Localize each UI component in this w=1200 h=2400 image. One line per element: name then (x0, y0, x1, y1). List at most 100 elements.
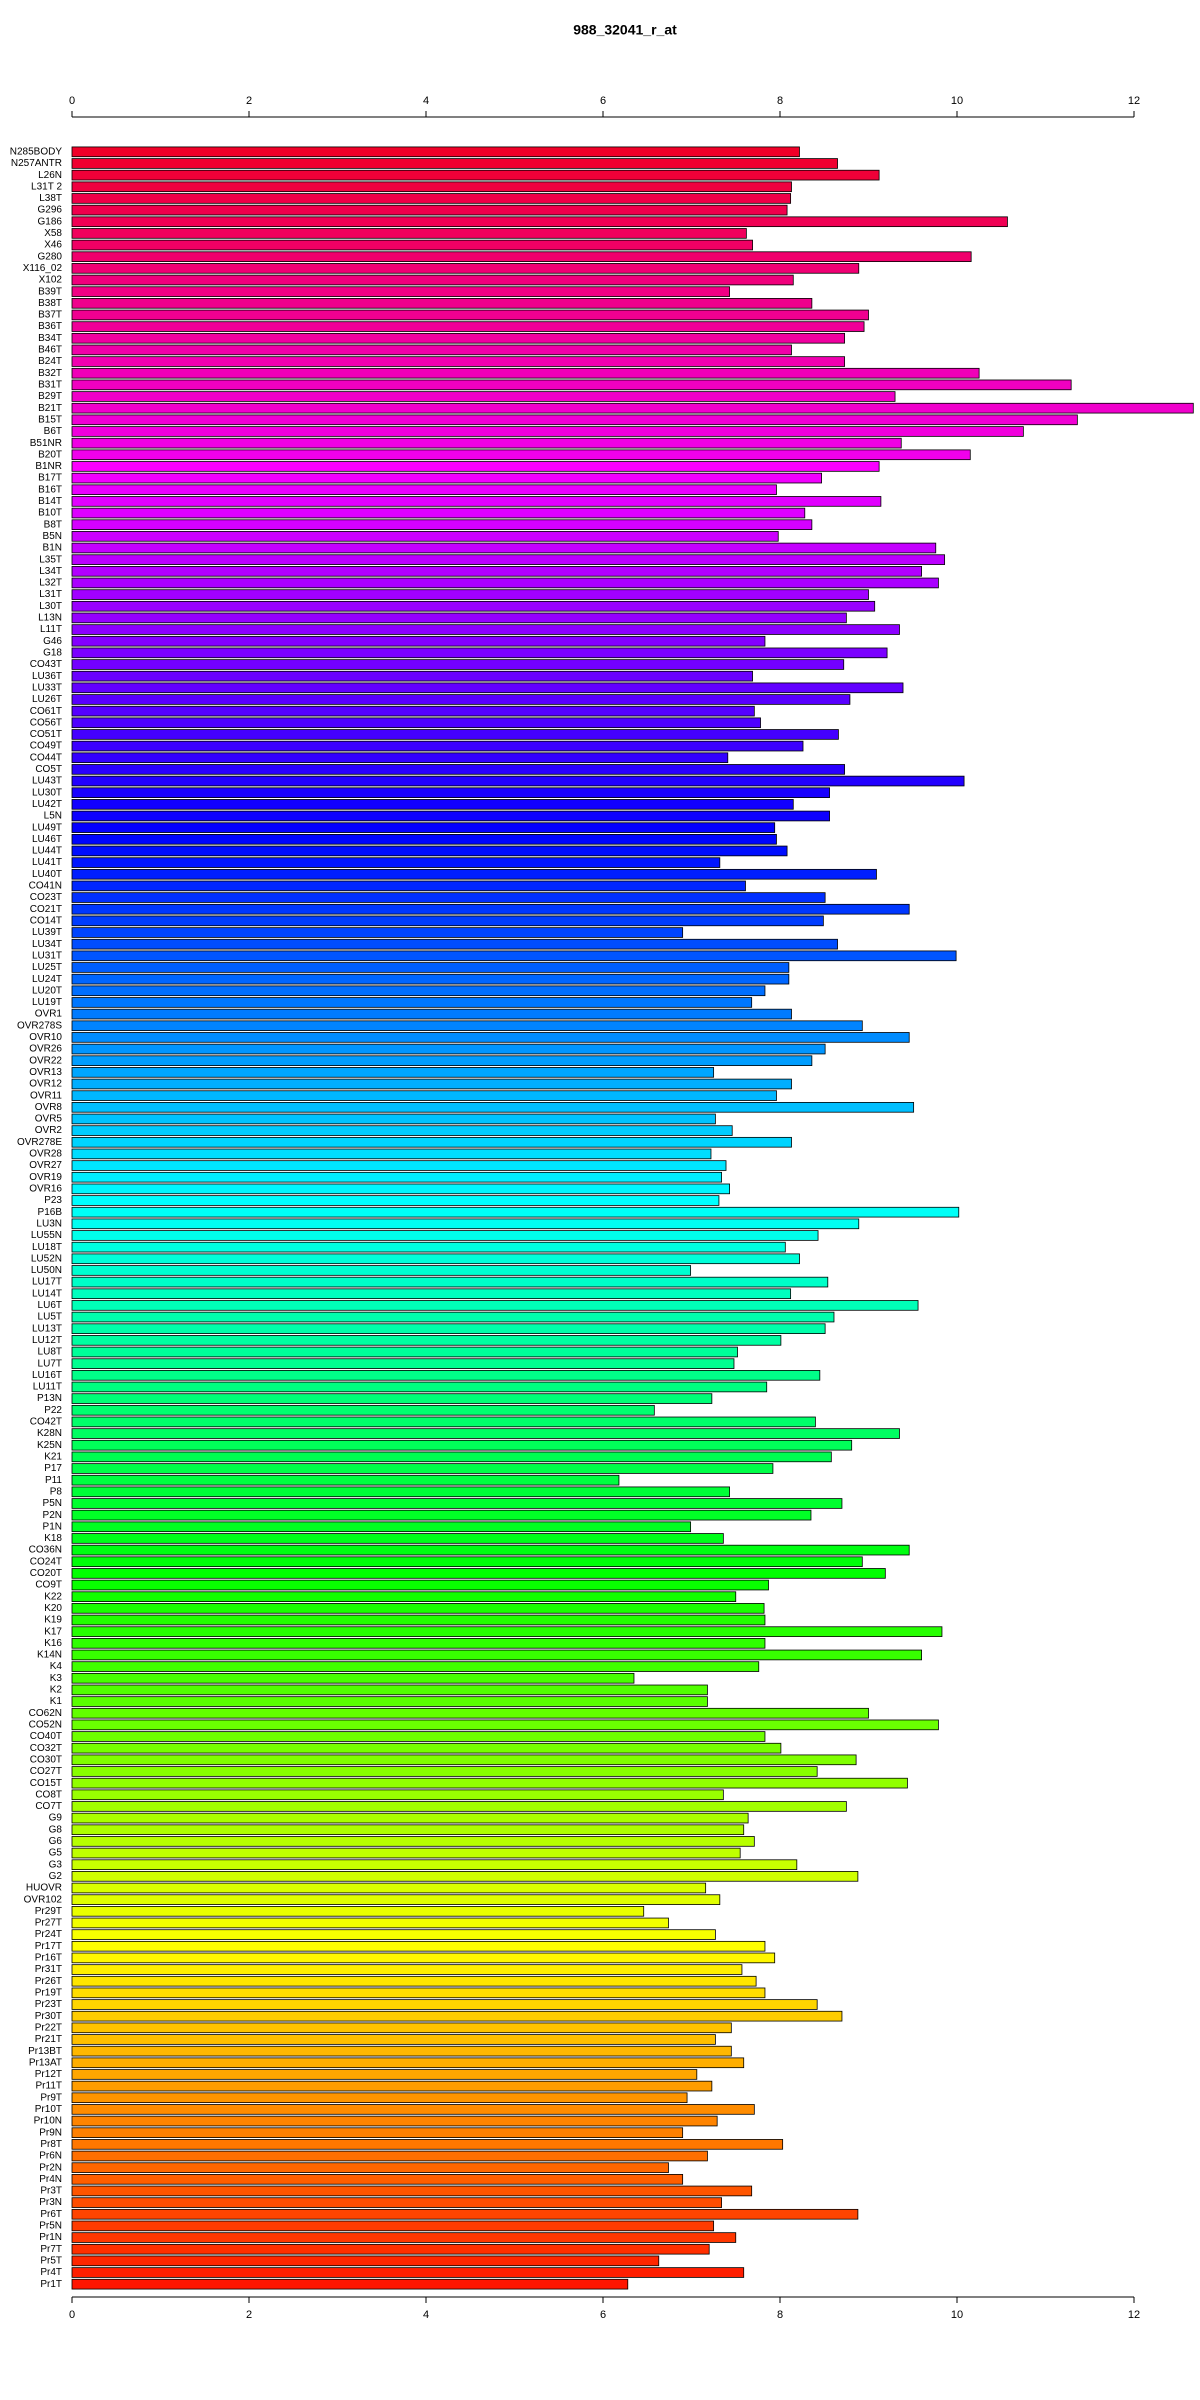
bar (71, 834, 777, 845)
y-tick-label: B32T (38, 368, 62, 379)
bar (71, 1789, 724, 1801)
y-tick-label: LU39T (32, 927, 62, 938)
bar (71, 426, 1024, 437)
bar (71, 2115, 718, 2127)
bar (71, 263, 860, 274)
bar (71, 1125, 733, 1136)
y-tick-label: G3 (49, 1859, 63, 1870)
bar (71, 2162, 669, 2173)
y-tick-label: B6T (44, 426, 62, 437)
bar (71, 1521, 692, 1533)
y-tick-label: B21T (38, 403, 62, 414)
x-tick-label-top: 8 (777, 95, 783, 107)
bar (71, 764, 846, 775)
bar (71, 810, 830, 822)
y-tick-label: Pr13AT (29, 2057, 62, 2068)
x-tick-label-top: 6 (600, 95, 606, 107)
y-tick-label: OVR28 (29, 1149, 62, 1160)
y-tick-label: B20T (38, 449, 62, 460)
y-tick-label: Pr7T (40, 2244, 62, 2255)
y-tick-label: B34T (38, 333, 62, 344)
y-tick-label: CO62N (29, 1708, 62, 1719)
y-tick-label: Pr1N (39, 2232, 62, 2243)
bar (71, 1020, 863, 1032)
bar (71, 1439, 853, 1451)
bar (71, 356, 846, 367)
y-tick-label: Pr3T (40, 2186, 62, 2197)
bar (71, 1206, 960, 1218)
y-tick-label: G186 (38, 216, 63, 227)
y-tick-label: LU55N (31, 1230, 62, 1241)
y-tick-label: Pr22T (35, 2022, 62, 2033)
y-tick-label: G2 (49, 1871, 63, 1882)
bar (71, 717, 761, 729)
y-tick-label: K19 (44, 1615, 62, 1626)
bar (71, 938, 838, 950)
y-tick-label: LU20T (32, 985, 62, 996)
y-tick-label: LU50N (31, 1265, 62, 1276)
bar (71, 2127, 684, 2138)
y-tick-label: G18 (43, 648, 62, 659)
y-tick-label: LU31T (32, 950, 62, 961)
y-tick-label: CO41N (29, 881, 62, 892)
x-tick-label-top: 10 (951, 95, 963, 107)
bar (71, 193, 792, 204)
bar (71, 729, 839, 740)
y-tick-label: CO9T (35, 1580, 62, 1591)
y-tick-label: LU13T (32, 1323, 62, 1334)
bar (71, 181, 792, 193)
y-tick-label: K25N (37, 1440, 62, 1451)
y-tick-label: Pr8T (40, 2139, 62, 2150)
bar (71, 531, 779, 542)
y-tick-label: P13N (37, 1393, 62, 1404)
bar (71, 973, 790, 985)
y-tick-label: B29T (38, 391, 62, 402)
bar (71, 554, 946, 565)
y-tick-label: OVR2 (35, 1125, 63, 1136)
y-tick-label: Pr5T (40, 2256, 62, 2267)
y-tick-label: HUOVR (26, 1883, 62, 1894)
bar (71, 1882, 707, 1894)
y-tick-label: L35T (39, 554, 62, 565)
y-tick-label: K20 (44, 1603, 62, 1614)
bar (71, 1311, 835, 1323)
y-tick-label: K4 (50, 1661, 63, 1672)
bar (71, 1707, 869, 1719)
bar (71, 1067, 715, 1078)
bar (71, 2104, 755, 2115)
y-tick-label: CO21T (30, 904, 62, 915)
bar (71, 2139, 784, 2150)
y-tick-label: K21 (44, 1452, 62, 1463)
bar (71, 682, 904, 694)
y-tick-label: CO7T (35, 1801, 62, 1812)
y-tick-label: LU42T (32, 799, 62, 810)
bar (71, 449, 971, 461)
bar (71, 775, 965, 787)
bar (71, 2220, 715, 2232)
bar (71, 1393, 713, 1404)
bar (71, 1183, 730, 1195)
bar (71, 1801, 847, 1812)
y-tick-label: OVR102 (24, 1894, 63, 1905)
bar (71, 332, 846, 344)
x-tick-label-bottom: 2 (246, 2309, 252, 2321)
bar (71, 2278, 629, 2290)
y-tick-label: K14N (37, 1650, 62, 1661)
y-tick-label: CO15T (30, 1778, 62, 1789)
bar (71, 1498, 843, 1509)
y-tick-label: LU25T (32, 962, 62, 973)
bar (71, 169, 880, 181)
y-tick-label: CO27T (30, 1766, 62, 1777)
bar (71, 1766, 818, 1777)
y-tick-label: OVR8 (35, 1102, 63, 1113)
y-tick-label: Pr26T (35, 1976, 62, 1987)
bar (71, 950, 957, 962)
bar (71, 845, 788, 857)
bar (71, 1742, 782, 1754)
chart-title: 988_32041_r_at (573, 22, 677, 38)
y-tick-label: B15T (38, 414, 62, 425)
y-tick-label: OVR26 (29, 1044, 62, 1055)
y-tick-label: OVR16 (29, 1184, 62, 1195)
bar (71, 1253, 800, 1265)
y-tick-label: B31T (38, 380, 62, 391)
